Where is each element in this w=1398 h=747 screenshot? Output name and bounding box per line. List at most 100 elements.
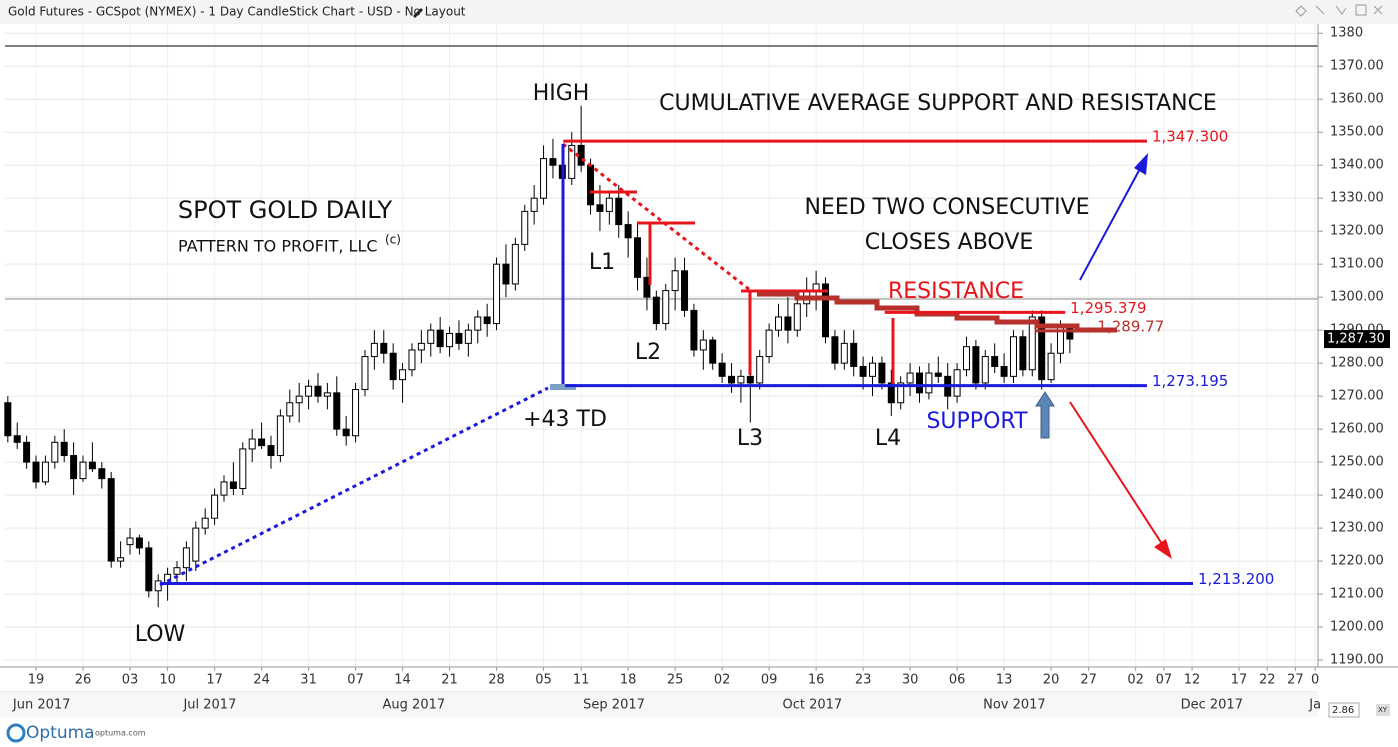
x-tick-label: 02 [1127, 673, 1144, 688]
x-tick-label: 17 [1231, 673, 1248, 688]
annotation: L4 [875, 426, 901, 451]
candle-body [211, 494, 219, 519]
candle-body [98, 468, 106, 480]
candle-body [587, 164, 595, 206]
candle-body [765, 329, 773, 358]
annotation: L2 [635, 340, 661, 365]
candle-body [869, 362, 877, 377]
candle-body [286, 402, 294, 417]
trend-dashed [159, 386, 549, 587]
candle-body [709, 339, 717, 364]
x-tick-label: 05 [535, 673, 552, 688]
candle-body [549, 158, 557, 166]
candle-body [662, 290, 670, 325]
x-tick-label: 17 [206, 673, 223, 688]
candle-body [370, 342, 378, 358]
x-tick-label: 07 [1156, 673, 1173, 688]
y-tick-label: 1330.00 [1330, 191, 1384, 206]
candle-body [953, 369, 961, 397]
candle-body [859, 365, 867, 377]
candle-body [258, 438, 266, 447]
candle-body [51, 441, 59, 463]
x-tick-label: 27 [1080, 673, 1097, 688]
cumulative-resistance [757, 291, 1117, 333]
mode-box[interactable] [1376, 704, 1390, 716]
y-tick-label: 1190.00 [1330, 653, 1384, 668]
candle-body [342, 428, 350, 437]
x-tick-label: 07 [347, 673, 364, 688]
annotation: HIGH [533, 81, 590, 106]
x-tick-label: 30 [902, 673, 919, 688]
annotation: L1 [589, 250, 615, 275]
marker [550, 384, 576, 390]
x-tick-label: 24 [253, 673, 270, 688]
candle-body [915, 372, 923, 394]
x-tick-label: 20 [1043, 673, 1060, 688]
toolbar-icons[interactable] [1295, 4, 1383, 17]
month-label: Aug 2017 [383, 698, 446, 713]
candle-body [276, 415, 284, 457]
candle-body [399, 369, 407, 381]
x-tick-label: 25 [667, 673, 684, 688]
candle-body [352, 389, 360, 437]
annotation: +43 TD [523, 407, 607, 432]
candle-body [690, 309, 698, 351]
x-tick-label: 11 [573, 673, 590, 688]
candle-body [605, 197, 613, 212]
candle-body [934, 372, 942, 377]
candle-body [1038, 316, 1046, 381]
candle-body [493, 263, 501, 325]
candle-body [699, 339, 707, 351]
candle-body [1009, 336, 1017, 377]
candle-body [775, 316, 783, 331]
month-band [0, 692, 1318, 717]
month-label: Jun 2017 [12, 698, 71, 713]
scale: 2.86 [1332, 705, 1354, 716]
candle-body [79, 461, 87, 480]
site: optuma.com [95, 729, 146, 738]
x-tick-label: 09 [761, 673, 778, 688]
candle-body [70, 455, 78, 480]
x-tick-label: 21 [441, 673, 458, 688]
brand: Optuma [26, 723, 95, 743]
x-tick-label: 02 [714, 673, 731, 688]
candle-body [681, 270, 689, 311]
candle-body [323, 392, 331, 397]
y-tick-label: 1350.00 [1330, 125, 1384, 140]
scale-box[interactable] [1328, 702, 1360, 718]
x-tick-label: 12 [1184, 673, 1201, 688]
x-tick-label: 16 [808, 673, 825, 688]
y-tick-label: 1220.00 [1330, 554, 1384, 569]
arrow-head [1134, 153, 1148, 175]
candle-body [991, 356, 999, 367]
mode: XY [1378, 706, 1388, 714]
candle-body [850, 342, 858, 367]
candle-body [483, 316, 491, 325]
candle-body [267, 445, 275, 457]
y-tick-label: 1260.00 [1330, 422, 1384, 437]
x-tick-label: 0 [1311, 673, 1319, 688]
y-tick-label: 1310.00 [1330, 257, 1384, 272]
y-tick-label: 1200.00 [1330, 620, 1384, 635]
arrow [1069, 401, 1165, 548]
candle-body [878, 362, 886, 384]
candle-body [455, 332, 463, 344]
candle-body [511, 243, 519, 285]
header-bar [0, 0, 1398, 24]
candle-body [107, 478, 115, 562]
arrow-head [1154, 539, 1172, 559]
footer [0, 717, 1398, 747]
candle-body [201, 517, 209, 529]
candle-body [229, 481, 237, 490]
candle-body [1000, 365, 1008, 377]
candle-body [906, 372, 914, 384]
y-tick-label: 1320.00 [1330, 224, 1384, 239]
candle-body [4, 402, 12, 437]
candle-body [1019, 336, 1027, 371]
candle-body [182, 547, 190, 569]
annotation: RESISTANCE [888, 279, 1024, 304]
candle-body [408, 349, 416, 371]
last-price-label: 1,287.30 [1327, 332, 1385, 347]
candle-body [756, 356, 764, 384]
